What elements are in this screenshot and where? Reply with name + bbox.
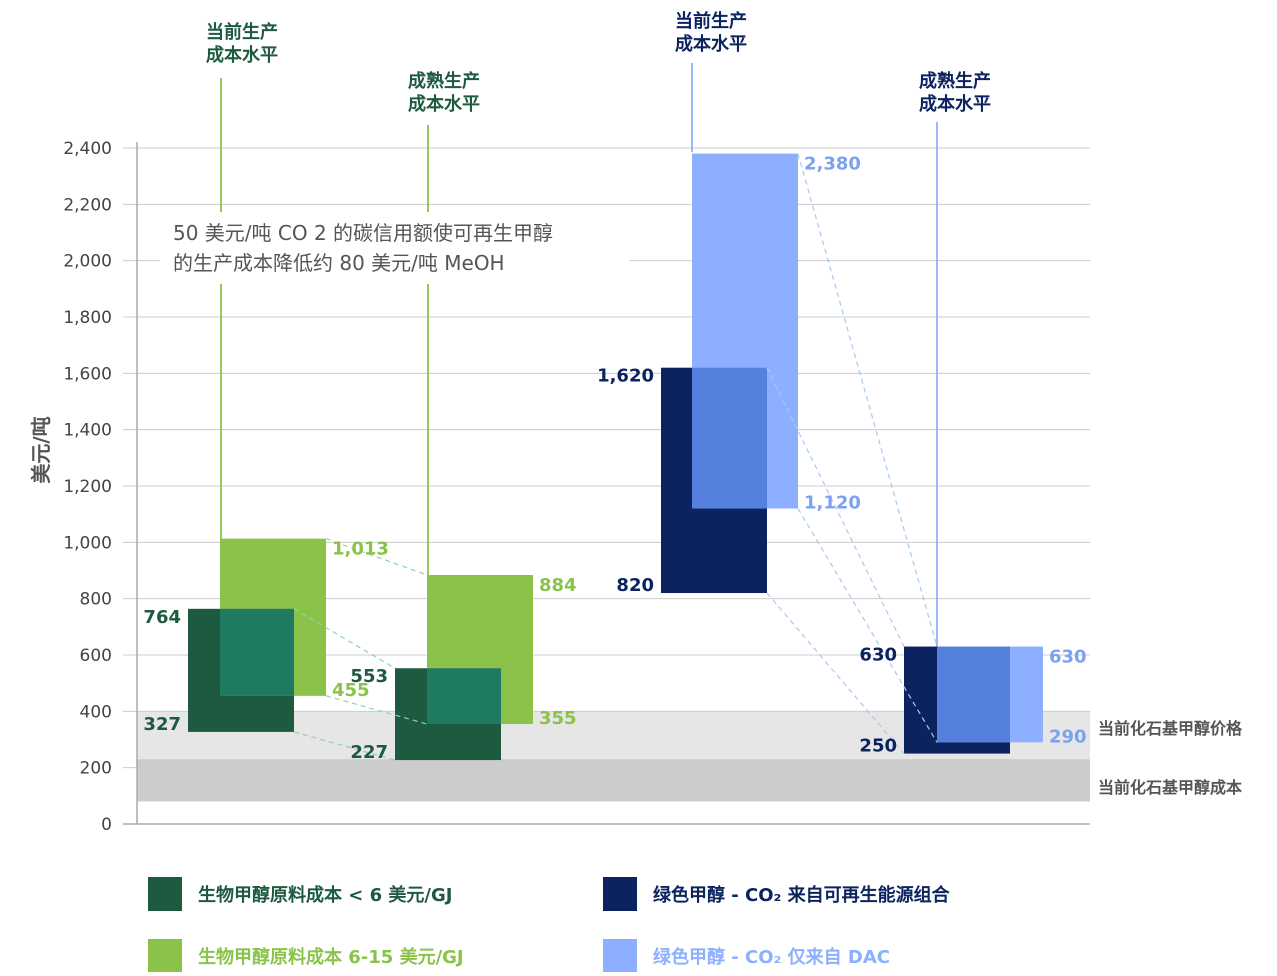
value-label-green-dac-current-low: 1,120 [804, 493, 861, 514]
connector-green-renew-low [766, 592, 905, 754]
connector-bio-low-high [293, 608, 396, 669]
y-tick-label-0: 0 [101, 815, 112, 835]
y-tick-label-2200: 2,200 [63, 195, 112, 215]
column-label-bio-current-2: 成本水平 [206, 44, 278, 66]
column-label-bio-current-1: 当前生产 [206, 21, 278, 43]
value-label-bio-low-mature-low: 227 [350, 742, 388, 763]
value-label-green-dac-current-high: 2,380 [804, 154, 861, 175]
y-tick-label-1600: 1,600 [63, 364, 112, 384]
connector-green-dac-low [797, 508, 938, 743]
note-background [160, 212, 630, 284]
value-label-bio-low-current-low: 327 [143, 714, 181, 735]
legend-label-2: 绿色甲醇 - CO₂ 来自可再生能源组合 [653, 884, 951, 906]
y-tick-label-200: 200 [80, 759, 112, 779]
value-label-green-renew-mature-high: 630 [859, 645, 897, 666]
y-tick-label-400: 400 [80, 702, 112, 722]
column-label-green-mature-2: 成本水平 [919, 93, 991, 115]
bar-overlap-bio-mature [427, 668, 501, 725]
value-label-green-renew-current-high: 1,620 [597, 366, 654, 387]
y-tick-label-600: 600 [80, 646, 112, 666]
note-line-1: 50 美元/吨 CO 2 的碳信用额使可再生甲醇 [173, 221, 553, 245]
value-label-bio-low-mature-high: 553 [350, 666, 388, 687]
legend-label-1: 生物甲醇原料成本 < 6 美元/GJ [198, 884, 452, 906]
column-label-bio-mature-1: 成熟生产 [408, 70, 480, 92]
y-tick-label-800: 800 [80, 590, 112, 610]
y-tick-label-1000: 1,000 [63, 533, 112, 553]
legend-label-3: 生物甲醇原料成本 6-15 美元/GJ [198, 946, 464, 968]
column-label-green-current-2: 成本水平 [675, 33, 747, 55]
band-label-fossil-cost: 当前化石基甲醇成本 [1098, 778, 1242, 797]
band-fossil-cost [137, 759, 1090, 802]
y-tick-label-1400: 1,400 [63, 421, 112, 441]
value-label-bio-low-current-high: 764 [143, 607, 181, 628]
legend-swatch-1 [148, 877, 182, 911]
y-tick-label-1800: 1,800 [63, 308, 112, 328]
y-tick-label-2000: 2,000 [63, 252, 112, 272]
column-label-green-mature-1: 成熟生产 [919, 70, 991, 92]
y-tick-label-1200: 1,200 [63, 477, 112, 497]
legend-swatch-4 [603, 939, 637, 973]
value-label-bio-high-current-low: 455 [332, 680, 370, 701]
connector-green-renew-high [766, 367, 905, 647]
value-label-bio-high-mature-high: 884 [539, 575, 577, 596]
band-label-fossil-price: 当前化石基甲醇价格 [1098, 719, 1243, 738]
bar-overlap-green-current [692, 367, 767, 509]
bar-overlap-green-mature [937, 646, 1010, 743]
value-label-green-renew-current-low: 820 [616, 575, 654, 596]
legend-swatch-2 [603, 877, 637, 911]
column-label-green-current-1: 当前生产 [675, 10, 747, 32]
value-label-green-dac-mature-high: 630 [1049, 647, 1087, 668]
column-label-bio-mature-2: 成本水平 [408, 93, 480, 115]
y-axis-label: 美元/吨 [29, 416, 53, 483]
legend-swatch-3 [148, 939, 182, 973]
value-label-bio-high-current-high: 1,013 [332, 539, 389, 560]
note-line-2: 的生产成本降低约 80 美元/吨 MeOH [173, 251, 505, 275]
bar-overlap-bio-current [220, 608, 294, 696]
connector-green-dac-high [797, 153, 938, 647]
value-label-green-dac-mature-low: 290 [1049, 726, 1087, 747]
legend-label-4: 绿色甲醇 - CO₂ 仅来自 DAC [653, 946, 890, 968]
value-label-green-renew-mature-low: 250 [859, 736, 897, 757]
y-tick-label-2400: 2,400 [63, 139, 112, 159]
value-label-bio-high-mature-low: 355 [539, 708, 577, 729]
